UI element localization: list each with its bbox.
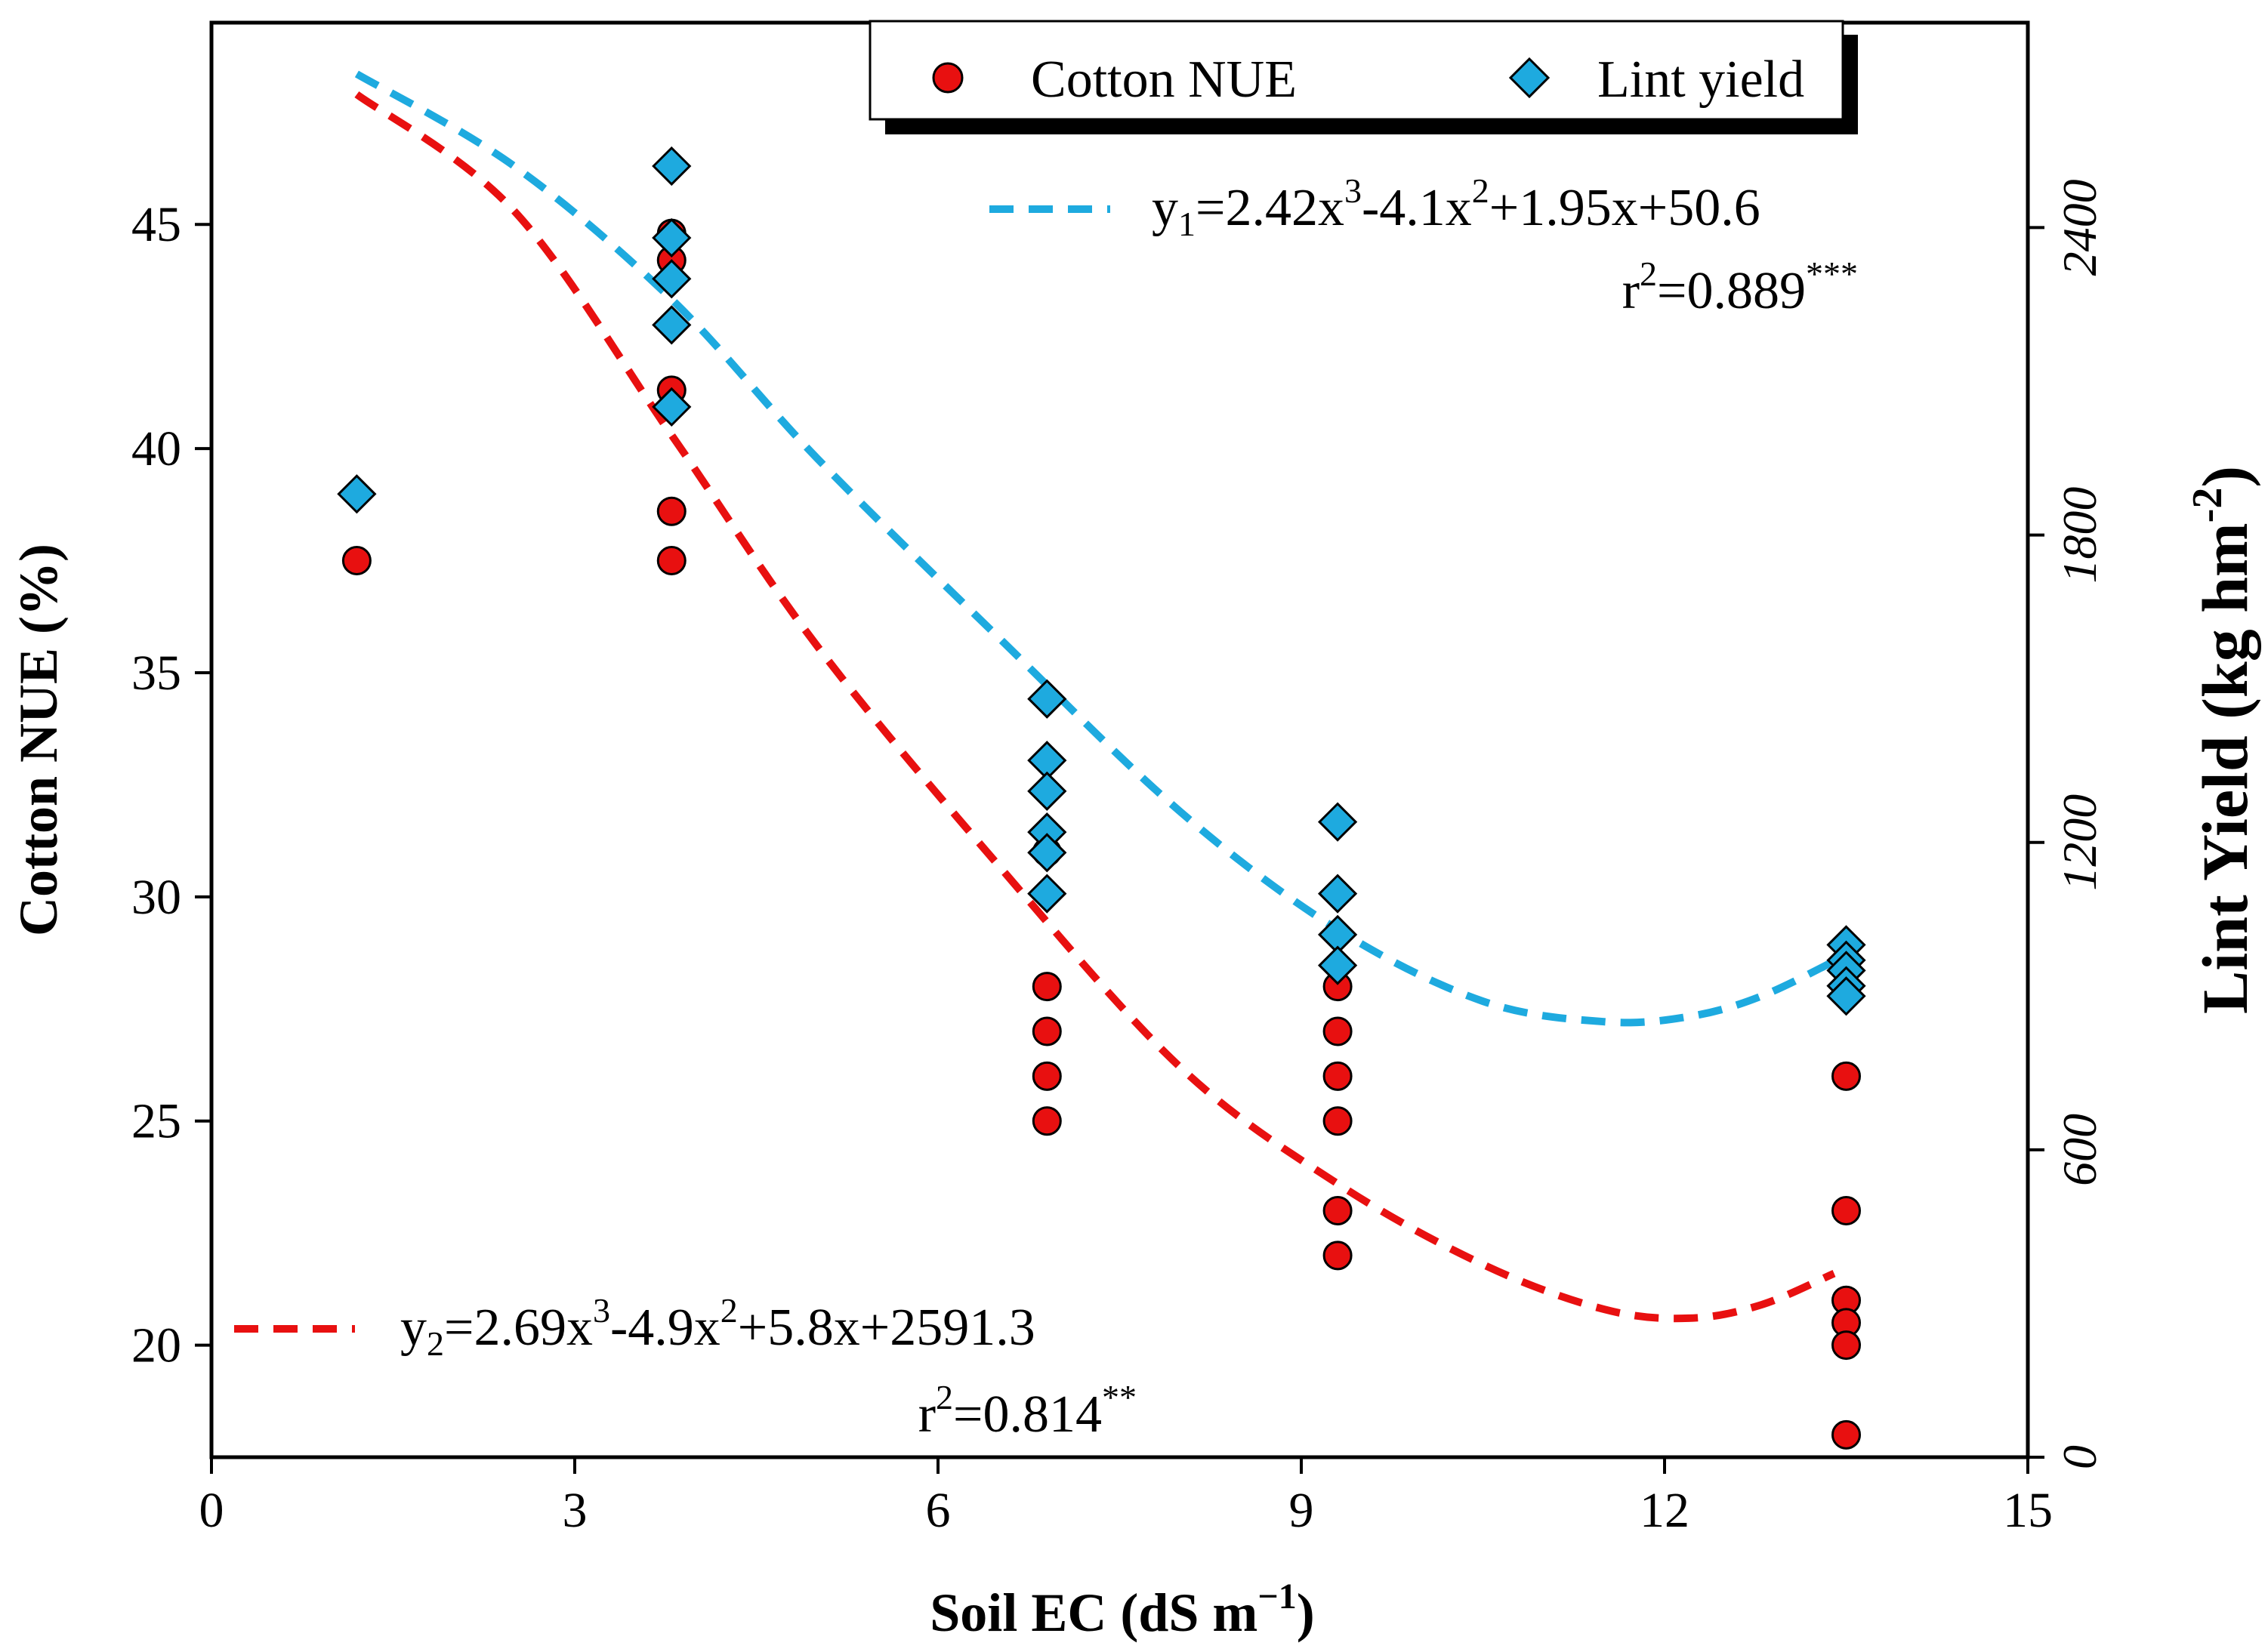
- y-right-tick-label: 1200: [2053, 794, 2106, 891]
- eq-y1-c: +1.95x+50.6: [1489, 179, 1760, 237]
- y-left-tick-label: 45: [131, 197, 181, 252]
- point-lint-yield: [1027, 833, 1067, 873]
- point-cotton-nue: [1322, 1195, 1353, 1225]
- eq-y2-c: +5.8x+2591.3: [738, 1299, 1035, 1357]
- equation-y1: y1=2.42x3-4.1x2+1.95x+50.6: [1152, 171, 1760, 243]
- x-tick-label: 12: [1640, 1483, 1689, 1538]
- eq-y2-e2: 2: [721, 1291, 738, 1330]
- y-axis-title-right-main: Lint Yield (kg hm: [2189, 522, 2261, 1014]
- point-lint-yield: [1317, 802, 1358, 842]
- eq-y2-e3: 3: [593, 1291, 610, 1330]
- y-right-tick-label: 600: [2053, 1114, 2106, 1186]
- eq-y1-b: -4.1x: [1362, 179, 1472, 237]
- point-lint-yield: [652, 217, 692, 258]
- r2-y2-sup: 2: [936, 1378, 953, 1416]
- point-cotton-nue: [1032, 1106, 1062, 1136]
- point-lint-yield: [1027, 874, 1067, 914]
- r2-y1-stars: ***: [1806, 254, 1858, 293]
- x-axis-title-main: Soil EC (dS m: [930, 1583, 1257, 1643]
- y-right-tick-label: 1800: [2053, 487, 2106, 584]
- fit-curve-lint-yield: [354, 70, 1848, 1027]
- r2-y1: r2=0.889***: [1622, 254, 1858, 320]
- point-cotton-nue: [1032, 1016, 1062, 1046]
- point-cotton-nue: [656, 546, 687, 575]
- eq-y1-e3: 3: [1344, 171, 1362, 210]
- y-right-tick-label: 0: [2053, 1445, 2106, 1469]
- legend: Cotton NUE Lint yield: [869, 20, 1858, 134]
- x-axis-title: Soil EC (dS m−1): [930, 1576, 1314, 1643]
- y-left-tick-label: 30: [131, 870, 181, 925]
- legend-label-cotton-nue: Cotton NUE: [1031, 51, 1297, 109]
- x-axis-title-close: ): [1297, 1583, 1315, 1643]
- x-tick-label: 3: [563, 1483, 588, 1538]
- eq-y2-y: y: [400, 1299, 427, 1357]
- y-axis-title-left: Cotton NUE (%): [8, 544, 69, 936]
- y-left-tick-label: 40: [131, 421, 181, 476]
- r2-y1-val: =0.889: [1657, 262, 1806, 320]
- r2-y1-r: r: [1622, 262, 1640, 320]
- point-cotton-nue: [1032, 1061, 1062, 1091]
- eq-y1-y: y: [1152, 179, 1178, 237]
- y-left-tick-label: 25: [131, 1094, 181, 1149]
- plot-frame: [209, 20, 2030, 1459]
- fit-curves: [354, 70, 1848, 1323]
- point-cotton-nue: [1831, 1061, 1861, 1091]
- point-cotton-nue: [1831, 1195, 1861, 1225]
- data-points: [337, 146, 1866, 1450]
- point-lint-yield: [652, 387, 692, 427]
- legend-label-lint-yield: Lint yield: [1597, 51, 1804, 109]
- equation-y2: y2=2.69x3-4.9x2+5.8x+2591.3: [400, 1291, 1035, 1363]
- x-tick-label: 15: [2003, 1483, 2053, 1538]
- eq-y2-a: =2.69x: [444, 1299, 593, 1357]
- eq-y1-a: =2.42x: [1196, 179, 1344, 237]
- point-lint-yield: [1826, 976, 1866, 1016]
- point-cotton-nue: [1032, 972, 1062, 1002]
- legend-box: [869, 20, 1844, 121]
- point-lint-yield: [652, 259, 692, 299]
- eq-y2-sub: 2: [427, 1324, 444, 1363]
- y-axis-title-right-sup: -2: [2184, 488, 2231, 523]
- y-right-tick-label: 2400: [2053, 179, 2106, 276]
- point-cotton-nue: [1831, 1330, 1861, 1361]
- point-lint-yield: [1027, 771, 1067, 811]
- point-cotton-nue: [1322, 1106, 1353, 1136]
- eq-y2-b: -4.9x: [610, 1299, 721, 1357]
- point-lint-yield: [1317, 945, 1358, 985]
- r2-y2: r2=0.814**: [918, 1378, 1137, 1444]
- point-cotton-nue: [1322, 1061, 1353, 1091]
- point-cotton-nue: [656, 496, 687, 526]
- point-lint-yield: [652, 146, 692, 186]
- x-axis-title-sup: −1: [1257, 1576, 1296, 1617]
- y-axis-title-right: Lint Yield (kg hm-2): [2184, 466, 2261, 1014]
- fit-curve-cotton-nue: [354, 91, 1836, 1323]
- legend-marker-lint-yield: [1508, 57, 1551, 99]
- y-left-tick-label: 35: [131, 646, 181, 701]
- x-tick-label: 0: [199, 1483, 224, 1538]
- point-cotton-nue: [341, 546, 372, 575]
- r2-y2-stars: **: [1102, 1378, 1137, 1416]
- point-lint-yield: [337, 474, 377, 514]
- point-cotton-nue: [1322, 1016, 1353, 1046]
- point-lint-yield: [1027, 679, 1067, 719]
- point-lint-yield: [1317, 874, 1358, 914]
- legend-marker-cotton-nue: [932, 62, 964, 94]
- r2-y1-sup: 2: [1640, 254, 1657, 293]
- x-tick-label: 9: [1289, 1483, 1314, 1538]
- point-lint-yield: [652, 305, 692, 345]
- r2-y2-val: =0.814: [953, 1385, 1102, 1444]
- x-tick-label: 6: [926, 1483, 951, 1538]
- point-cotton-nue: [1322, 1241, 1353, 1271]
- r2-y2-r: r: [918, 1385, 936, 1444]
- y-axis-title-right-close: ): [2189, 466, 2261, 488]
- eq-y1-e2: 2: [1472, 171, 1489, 210]
- eq-y1-sub: 1: [1178, 205, 1196, 243]
- point-cotton-nue: [1831, 1419, 1861, 1450]
- y-left-tick-label: 20: [131, 1318, 181, 1373]
